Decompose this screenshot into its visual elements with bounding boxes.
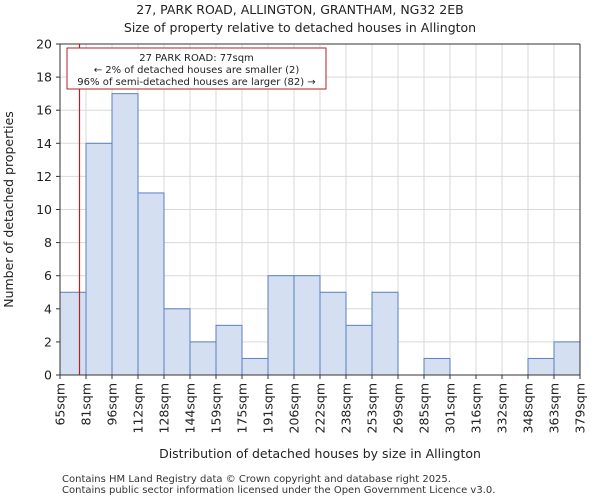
x-tick-label: 96sqm [105,383,120,426]
annotation-box [66,47,327,90]
bar [59,291,87,376]
annotation-line: ← 2% of detached houses are smaller (2) [94,65,300,76]
x-tick-label: 206sqm [287,383,302,433]
y-tick-label: 6 [44,268,52,283]
x-tick-label: 253sqm [365,383,380,433]
bar [241,357,269,376]
y-tick-label: 14 [36,136,52,151]
y-tick-label: 12 [36,169,52,184]
bar [319,291,347,376]
x-tick-label: 128sqm [157,383,172,433]
y-tick-label: 4 [44,301,52,316]
x-tick-label: 269sqm [391,383,406,433]
chart-title: 27, PARK ROAD, ALLINGTON, GRANTHAM, NG32… [136,2,464,17]
y-tick-label: 0 [44,368,52,383]
x-tick-label: 191sqm [261,383,276,433]
x-tick-label: 222sqm [313,383,328,433]
x-tick-label: 112sqm [131,383,146,433]
bar [189,341,217,376]
footer-line-1: Contains HM Land Registry data © Crown c… [62,474,451,485]
bar [553,341,581,376]
bar [293,275,321,376]
bar [527,357,555,376]
annotation-line: 96% of semi-detached houses are larger (… [77,77,315,88]
bar [345,324,373,376]
bar [423,357,451,376]
y-tick-label: 2 [44,334,52,349]
x-tick-label: 301sqm [443,383,458,433]
bar [85,142,113,376]
footer-line-2: Contains public sector information licen… [62,485,496,496]
bar [137,192,165,376]
x-tick-label: 159sqm [209,383,224,433]
x-tick-label: 175sqm [235,383,250,433]
x-tick-label: 379sqm [573,383,588,433]
x-tick-label: 65sqm [53,383,68,426]
bar [371,291,399,376]
y-tick-label: 18 [36,70,52,85]
y-tick-label: 10 [36,202,52,217]
bar [215,324,243,376]
x-tick-label: 238sqm [339,383,354,433]
x-tick-label: 144sqm [183,383,198,433]
bar-chart: 0 2 4 6 8 10 12 14 16 18 20 65sqm 81sqm 96sqm 112sqm 12… [1,37,588,462]
x-tick-label: 316sqm [469,383,484,433]
y-axis-title: Number of detached properties [1,111,16,308]
bar [267,275,295,376]
x-tick-label: 285sqm [417,383,432,433]
annotation-line: 27 PARK ROAD: 77sqm [139,53,254,64]
bar [163,308,191,376]
x-tick-label: 348sqm [521,383,536,433]
y-tick-label: 20 [36,37,52,52]
y-tick-label: 16 [36,103,52,118]
y-tick-label: 8 [44,235,52,250]
x-tick-label: 363sqm [547,383,562,433]
chart-subtitle: Size of property relative to detached ho… [123,20,477,35]
x-axis-title: Distribution of detached houses by size … [159,446,481,461]
x-tick-label: 81sqm [79,383,94,426]
bar [111,93,139,376]
x-tick-label: 332sqm [495,383,510,433]
